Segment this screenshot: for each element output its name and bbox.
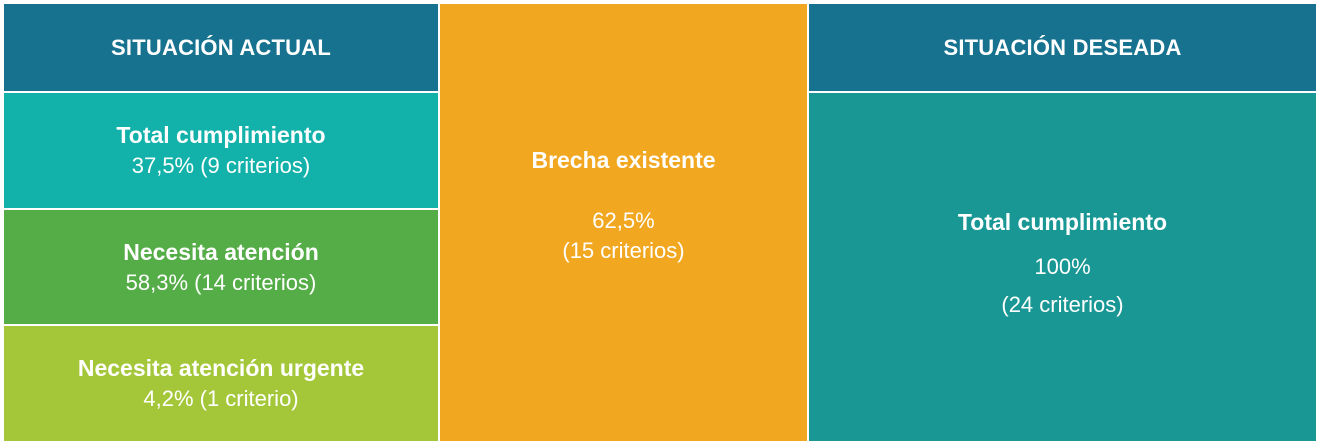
needs-urgent-attention-title: Necesita atención urgente: [77, 355, 365, 381]
full-compliance-title: Total cumplimiento: [116, 122, 326, 148]
needs-attention-value: 58,3% (14 criterios): [125, 269, 317, 295]
desired-compliance-title: Total cumplimiento: [957, 208, 1168, 235]
needs-urgent-attention-value: 4,2% (1 criterio): [143, 386, 299, 411]
existing-gap-percent: 62,5%: [592, 208, 655, 233]
full-compliance-box: Total cumplimiento 37,5% (9 criterios): [4, 93, 438, 208]
existing-gap-box: Brecha existente 62,5% (15 criterios): [440, 4, 807, 441]
current-situation-header: SITUACIÓN ACTUAL: [4, 4, 438, 91]
full-compliance-value: 37,5% (9 criterios): [131, 153, 311, 178]
desired-situation-header-label: SITUACIÓN DESEADA: [943, 34, 1182, 60]
current-situation-header-label: SITUACIÓN ACTUAL: [111, 34, 331, 60]
needs-attention-title: Necesita atención: [123, 238, 319, 265]
existing-gap-title: Brecha existente: [531, 147, 716, 173]
desired-compliance-box: Total cumplimiento 100% (24 criterios): [809, 93, 1316, 441]
needs-attention-box: Necesita atención 58,3% (14 criterios): [4, 210, 438, 324]
desired-compliance-criteria: (24 criterios): [1001, 291, 1124, 317]
desired-compliance-percent: 100%: [1034, 253, 1091, 279]
existing-gap-criteria: (15 criterios): [562, 238, 685, 263]
desired-situation-header: SITUACIÓN DESEADA: [809, 4, 1316, 91]
needs-urgent-attention-box: Necesita atención urgente 4,2% (1 criter…: [4, 326, 438, 441]
